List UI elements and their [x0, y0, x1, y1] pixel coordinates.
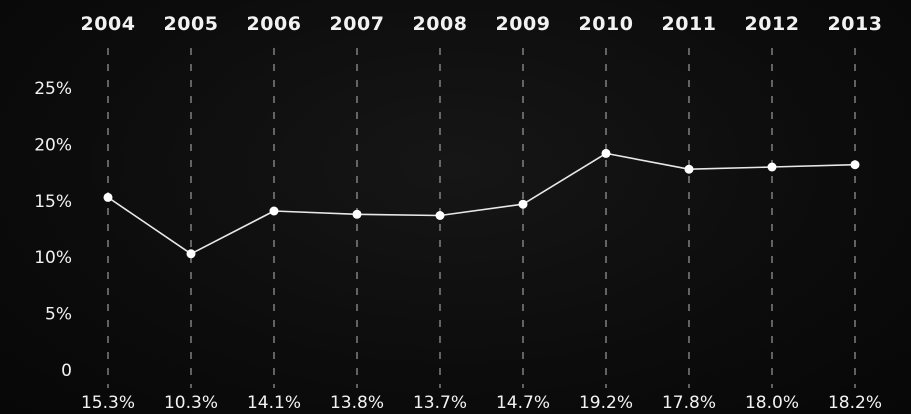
- x-tick-label-2004: 2004: [81, 13, 136, 35]
- x-axis-year-labels: 2004 2005 2006 2007 2008 2009 2010 2011 2012 2013: [81, 13, 883, 35]
- y-tick-label-20: 20%: [34, 135, 72, 155]
- x-tick-label-2005: 2005: [164, 13, 219, 35]
- x-tick-label-2011: 2011: [662, 13, 717, 35]
- x-tick-label-2012: 2012: [745, 13, 800, 35]
- data-point-2004: [103, 192, 113, 202]
- x-tick-label-2006: 2006: [247, 13, 302, 35]
- y-tick-label-10: 10%: [34, 248, 72, 268]
- y-tick-label-15: 15%: [34, 192, 72, 212]
- x-tick-label-2008: 2008: [413, 13, 468, 35]
- value-label-2013: 18.2%: [828, 393, 882, 413]
- value-label-2008: 13.7%: [413, 393, 467, 413]
- vertical-gridlines: [107, 48, 856, 388]
- y-axis-tick-labels: 0 5% 10% 15% 20% 25%: [34, 79, 72, 381]
- value-label-2004: 15.3%: [81, 393, 135, 413]
- data-point-2007: [352, 209, 362, 219]
- data-point-2006: [269, 206, 279, 216]
- value-label-2007: 13.8%: [330, 393, 384, 413]
- y-tick-label-0: 0: [61, 361, 72, 381]
- series-line: [107, 152, 856, 255]
- data-point-2005: [186, 249, 196, 259]
- value-labels: 15.3% 10.3% 14.1% 13.8% 13.7% 14.7% 19.2% 17.8%…: [81, 393, 882, 413]
- data-point-2008: [435, 211, 445, 220]
- series-line-group: [107, 152, 856, 255]
- data-points: [103, 148, 860, 259]
- x-tick-label-2009: 2009: [496, 13, 551, 35]
- data-point-2009: [518, 199, 528, 209]
- value-label-2005: 10.3%: [164, 393, 218, 413]
- data-point-2012: [767, 162, 777, 172]
- x-tick-label-2013: 2013: [828, 13, 883, 35]
- x-tick-label-2007: 2007: [330, 13, 385, 35]
- data-point-2011: [684, 164, 694, 174]
- data-point-2010: [601, 148, 611, 158]
- y-tick-label-25: 25%: [34, 79, 72, 99]
- value-label-2010: 19.2%: [579, 393, 633, 413]
- y-tick-label-5: 5%: [45, 305, 72, 325]
- value-label-2006: 14.1%: [247, 393, 301, 413]
- data-point-2013: [850, 160, 860, 170]
- value-label-2011: 17.8%: [662, 393, 716, 413]
- value-label-2009: 14.7%: [496, 393, 550, 413]
- x-tick-label-2010: 2010: [579, 13, 634, 35]
- value-label-2012: 18.0%: [745, 393, 799, 413]
